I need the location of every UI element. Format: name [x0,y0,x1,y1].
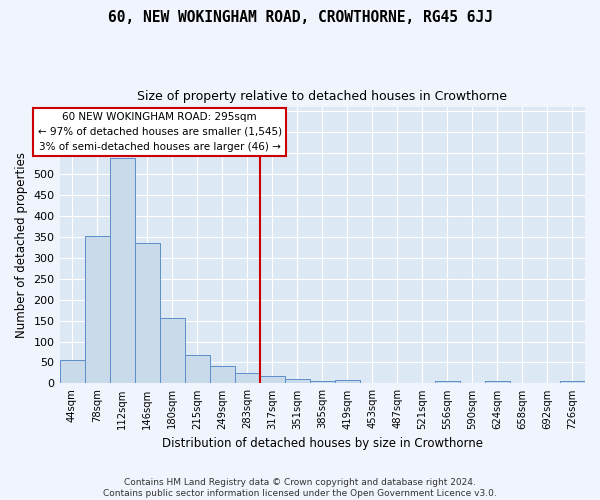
Text: 60 NEW WOKINGHAM ROAD: 295sqm
← 97% of detached houses are smaller (1,545)
3% of: 60 NEW WOKINGHAM ROAD: 295sqm ← 97% of d… [38,112,281,152]
Bar [134,242,160,384]
Bar [485,382,510,384]
Bar [59,360,85,384]
Bar [235,373,260,384]
X-axis label: Distribution of detached houses by size in Crowthorne: Distribution of detached houses by size … [162,437,483,450]
Bar [209,366,235,384]
Text: 60, NEW WOKINGHAM ROAD, CROWTHORNE, RG45 6JJ: 60, NEW WOKINGHAM ROAD, CROWTHORNE, RG45… [107,10,493,25]
Bar [185,356,209,384]
Bar [160,318,185,384]
Bar [85,236,110,384]
Bar [335,380,360,384]
Bar [260,376,285,384]
Bar [310,382,335,384]
Bar [110,158,134,384]
Bar [560,382,585,384]
Bar [435,382,460,384]
Bar [285,379,310,384]
Title: Size of property relative to detached houses in Crowthorne: Size of property relative to detached ho… [137,90,507,103]
Text: Contains HM Land Registry data © Crown copyright and database right 2024.
Contai: Contains HM Land Registry data © Crown c… [103,478,497,498]
Y-axis label: Number of detached properties: Number of detached properties [15,152,28,338]
